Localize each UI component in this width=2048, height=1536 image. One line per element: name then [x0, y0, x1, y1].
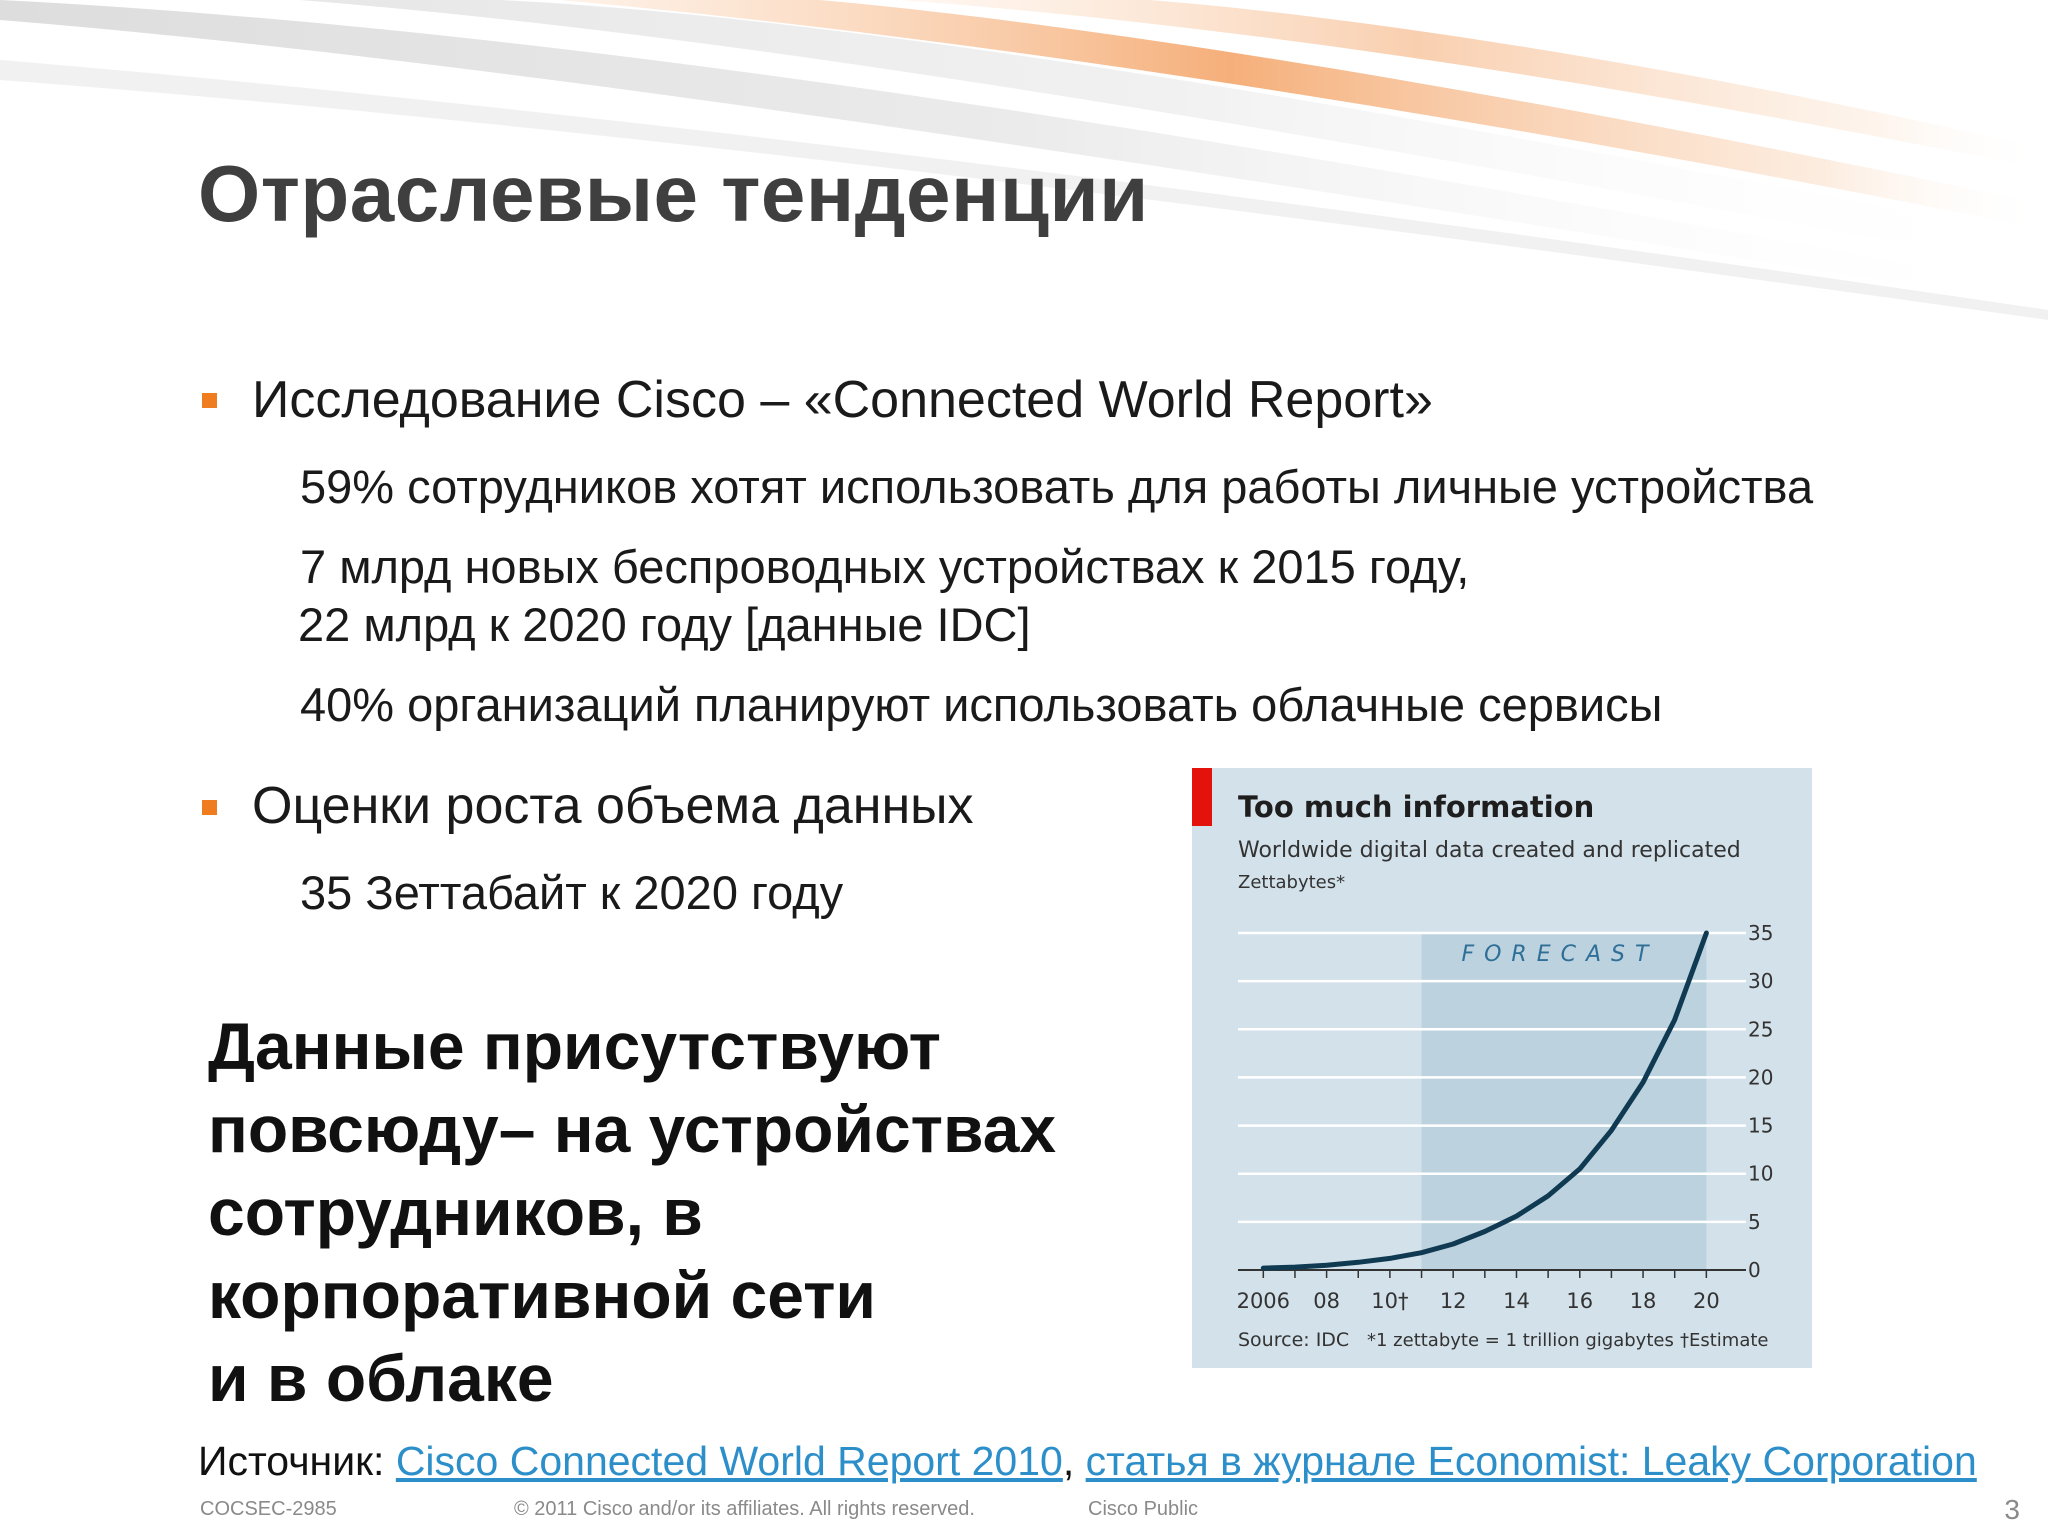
y-tick-label: 5: [1748, 1210, 1761, 1234]
y-tick-label: 30: [1748, 969, 1773, 993]
forecast-band: [1421, 933, 1707, 1270]
bullet-marker: [202, 800, 217, 815]
chart-canvas: FORECAST 0 5 10 15 20 25 30 35 2006 08 10† 12 14 16 1…: [1237, 790, 1774, 1351]
chart-title: Too much information: [1238, 790, 1594, 824]
data-point: [1609, 1128, 1613, 1132]
sub-item-wireless-devices: 7 млрд новых беспроводных устройствах к …: [300, 540, 1470, 593]
x-tick-label: 08: [1313, 1289, 1340, 1313]
x-tick-label: 10†: [1371, 1289, 1408, 1313]
header-swoosh-decoration: [0, 0, 2048, 320]
page-number: 3: [2004, 1494, 2020, 1525]
chart-source: Source: IDC: [1238, 1329, 1349, 1351]
chart-estimate-note: †Estimate: [1680, 1330, 1769, 1351]
highlight-line: сотрудников, в: [208, 1175, 703, 1249]
data-point: [1704, 931, 1708, 935]
y-tick-label: 10: [1748, 1162, 1773, 1186]
bullet-data-growth: Оценки роста объема данных: [252, 777, 974, 835]
data-point: [1546, 1194, 1550, 1198]
footer-classification: Cisco Public: [1088, 1498, 1199, 1520]
data-point: [1578, 1167, 1582, 1171]
data-point: [1641, 1080, 1645, 1084]
y-tick-label: 35: [1748, 921, 1773, 945]
footer-copyright: © 2011 Cisco and/or its affiliates. All …: [514, 1498, 975, 1520]
source-line: Источник: Cisco Connected World Report 2…: [198, 1438, 1977, 1485]
source-label: Источник:: [198, 1438, 385, 1484]
y-tick-label: 25: [1748, 1017, 1773, 1041]
data-point: [1261, 1266, 1265, 1270]
sub-item-wireless-devices-2020: 22 млрд к 2020 году [данные IDC]: [298, 598, 1031, 651]
x-tick-label: 16: [1566, 1289, 1593, 1313]
forecast-label: FORECAST: [1461, 942, 1658, 967]
data-point: [1483, 1229, 1487, 1233]
sub-item-zettabytes: 35 Зеттабайт к 2020 году: [300, 866, 844, 919]
highlight-statement: Данные присутствуют повсюду– на устройст…: [208, 1005, 1128, 1420]
data-growth-chart: FORECAST 0 5 10 15 20 25 30 35 2006 08 10† 12 14 16 1…: [1192, 768, 1812, 1368]
chart-footnote: *1 zettabyte = 1 trillion gigabytes: [1367, 1330, 1674, 1351]
bullet-marker: [202, 393, 217, 408]
y-tick-label: 15: [1748, 1114, 1773, 1138]
data-point: [1451, 1242, 1455, 1246]
data-point: [1293, 1265, 1297, 1269]
x-tick-label: 12: [1440, 1289, 1467, 1313]
data-point: [1325, 1263, 1329, 1267]
economist-red-tab: [1192, 768, 1212, 826]
x-tick-label: 2006: [1237, 1289, 1290, 1313]
highlight-line: Данные присутствуют: [208, 1009, 941, 1083]
data-point: [1514, 1214, 1518, 1218]
y-tick-label: 20: [1748, 1065, 1773, 1089]
data-point: [1673, 1018, 1677, 1022]
cisco-report-link[interactable]: Cisco Connected World Report 2010: [395, 1438, 1063, 1484]
data-point: [1388, 1256, 1392, 1260]
chart-y-unit: Zettabytes*: [1238, 872, 1345, 893]
x-tick-label: 14: [1503, 1289, 1530, 1313]
economist-article-link[interactable]: статья в журнале Economist: Leaky Corpor…: [1085, 1438, 1977, 1484]
x-tick-label: 18: [1630, 1289, 1657, 1313]
data-point: [1356, 1260, 1360, 1264]
chart-subtitle: Worldwide digital data created and repli…: [1238, 838, 1741, 863]
y-tick-label: 0: [1748, 1258, 1761, 1282]
data-point: [1420, 1251, 1424, 1255]
highlight-line: и в облаке: [208, 1341, 554, 1415]
sub-item-cloud-services: 40% организаций планируют использовать о…: [300, 678, 1663, 731]
footer-code: COCSEC-2985: [200, 1498, 337, 1520]
sub-item-personal-devices: 59% сотрудников хотят использовать для р…: [300, 460, 1814, 513]
highlight-line: повсюду– на устройствах: [208, 1092, 1057, 1166]
x-tick-label: 20: [1693, 1289, 1720, 1313]
source-separator: ,: [1062, 1438, 1075, 1484]
bullet-cisco-report: Исследование Cisco – «Connected World Re…: [252, 371, 1433, 429]
highlight-line: корпоративной сети: [208, 1258, 876, 1332]
slide-title: Отраслевые тенденции: [198, 149, 1149, 238]
